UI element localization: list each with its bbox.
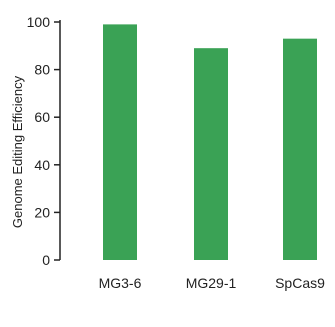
x-tick-label: MG3-6 — [99, 275, 142, 291]
y-tick-label: 20 — [34, 204, 50, 220]
y-axis: 0 20 40 60 80 100 — [27, 14, 61, 268]
y-axis-label: Genome Editing Efficiency — [10, 75, 25, 228]
y-tick-label: 40 — [34, 157, 50, 173]
y-tick-label: 0 — [42, 252, 50, 268]
x-tick-label: MG29-1 — [186, 275, 237, 291]
bar-spcas9 — [283, 38, 317, 260]
y-tick-label: 60 — [34, 109, 50, 125]
bar-mg3-6 — [103, 24, 137, 260]
y-tick-label: 100 — [27, 14, 51, 30]
bar-mg29-1 — [194, 48, 228, 261]
x-tick-label: SpCas9 — [275, 275, 325, 291]
bars-group — [103, 24, 317, 261]
y-tick-label: 80 — [34, 62, 50, 78]
x-axis: MG3-6 MG29-1 SpCas9 — [99, 275, 326, 291]
